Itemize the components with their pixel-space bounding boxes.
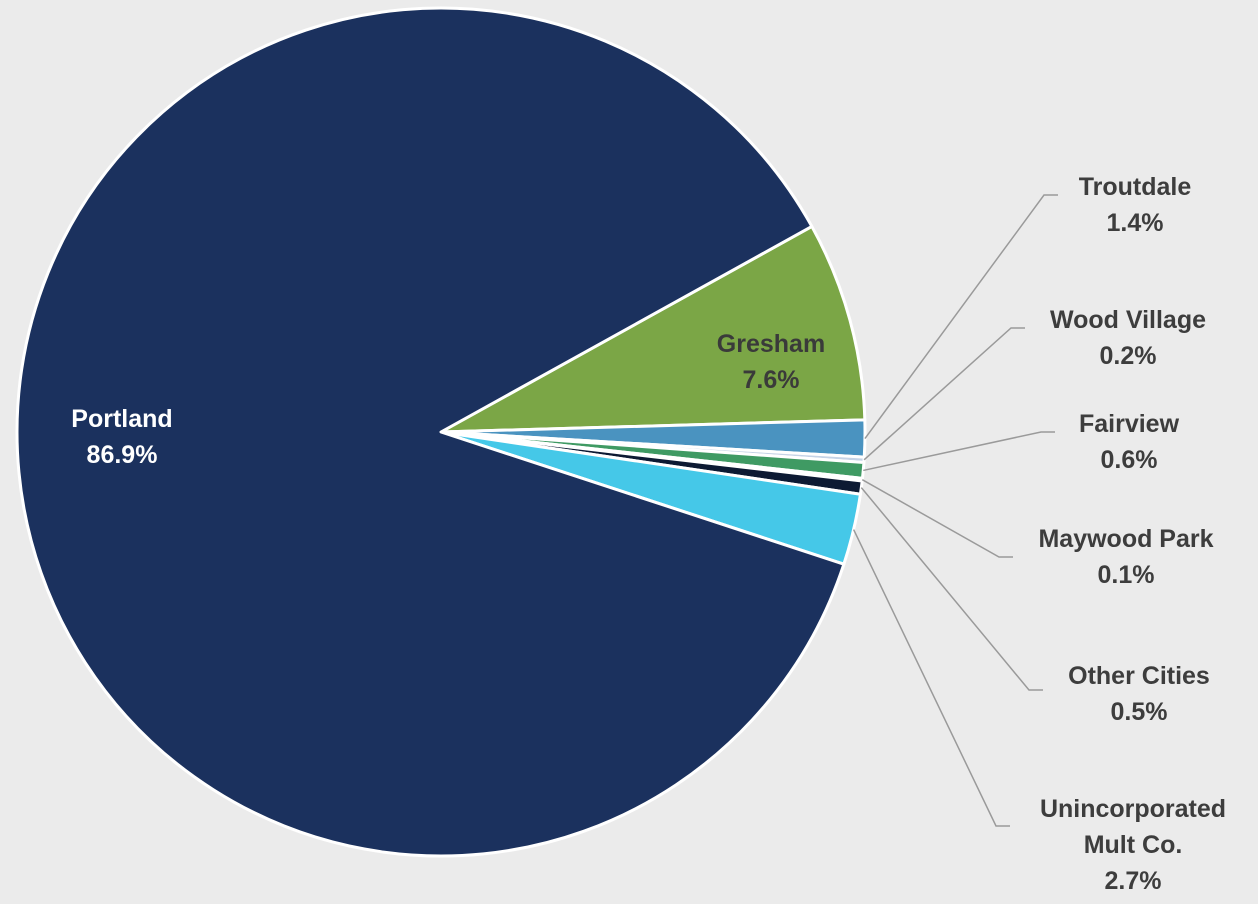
slice-label-unincorporated-mult-co: Unincorporated Mult Co. 2.7% [1040,795,1226,895]
slice-name-label: Mult Co. [1084,831,1183,859]
slice-name-label: Troutdale [1079,173,1192,201]
leader-line-fairview [863,431,1055,472]
slice-value-label: 1.4% [1107,209,1164,237]
slice-name-label: Portland [71,405,172,433]
slice-value-label: 86.9% [87,441,158,469]
slice-name-label: Wood Village [1050,306,1206,334]
slice-value-label: 0.5% [1111,698,1168,726]
slice-label-wood-village: Wood Village 0.2% [1050,306,1206,370]
leader-line-unincorporated-mult-co [852,529,1010,827]
leader-line-other-cities [860,487,1043,691]
slice-value-label: 7.6% [743,366,800,394]
leader-line-wood-village [863,327,1025,461]
slice-value-label: 0.1% [1098,561,1155,589]
slice-label-other-cities: Other Cities 0.5% [1068,662,1210,726]
pie-slices [15,6,867,858]
pie-slice-gresham [439,224,867,434]
leader-line-troutdale [864,194,1058,439]
slice-label-maywood-park: Maywood Park 0.1% [1038,525,1213,589]
slice-name-label: Maywood Park [1038,525,1213,553]
leader-lines [852,194,1058,827]
slice-value-label: 2.7% [1105,867,1162,895]
slice-name-label: Gresham [717,330,825,358]
leader-line-maywood-park [861,479,1013,558]
slice-label-troutdale: Troutdale 1.4% [1079,173,1192,237]
slice-label-fairview: Fairview 0.6% [1079,410,1180,474]
slice-name-label: Fairview [1079,410,1180,438]
slice-value-label: 0.2% [1100,342,1157,370]
slice-name-label: Unincorporated [1040,795,1226,823]
slice-value-label: 0.6% [1101,446,1158,474]
slice-label-portland: Portland 86.9% [71,405,172,469]
slice-labels: Portland 86.9% Gresham 7.6% Troutdale 1.4% Woo… [71,173,1226,895]
slice-name-label: Other Cities [1068,662,1210,690]
pie-slice-portland [15,6,846,858]
slice-label-gresham: Gresham 7.6% [717,330,825,394]
